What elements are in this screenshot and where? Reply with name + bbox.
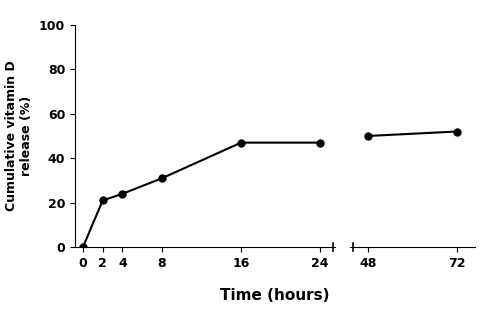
Y-axis label: Cumulative vitamin D
release (%): Cumulative vitamin D release (%) [6, 61, 34, 211]
Text: Time (hours): Time (hours) [220, 288, 330, 303]
